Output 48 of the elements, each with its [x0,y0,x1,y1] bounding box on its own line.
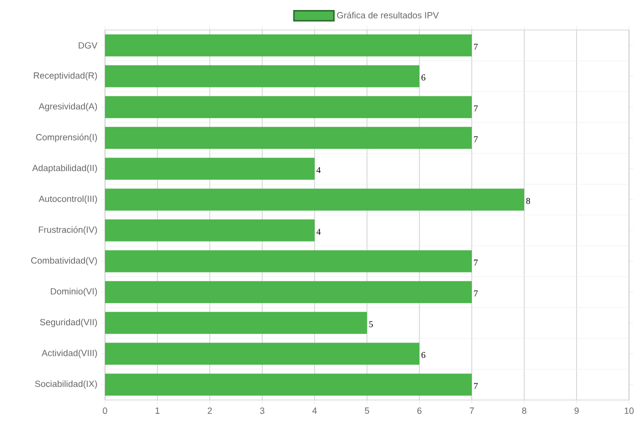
legend-label: Gráfica de resultados IPV [337,12,439,18]
bar [105,342,420,365]
data-label: 7 [474,290,478,296]
data-label: 4 [316,167,321,174]
x-tick-label: 8 [522,408,526,414]
x-tick-label: 6 [417,408,422,414]
bar [105,250,472,272]
data-label: 6 [421,74,426,81]
y-tick-label: Comprensión(I) [36,134,97,142]
data-label: 7 [474,106,478,112]
y-tick-label: Adaptabilidad(II) [32,164,97,173]
y-tick-label: Seguridad(VII) [40,318,97,328]
x-tick-label: 0 [102,408,108,414]
y-tick-label: Frustración(IV) [38,226,97,235]
y-tick-label: Agresividad(A) [38,102,97,112]
y-tick-label: Combatividad(V) [31,257,97,266]
y-tick-label: Sociabilidad(IX) [35,380,97,389]
bar [105,312,368,334]
data-label: 7 [474,136,478,142]
x-tick-label: 9 [574,408,579,414]
x-tick-label: 10 [624,408,634,414]
data-label: 7 [474,383,478,389]
x-tick-label: 3 [260,408,264,414]
bar [105,188,524,211]
bar [105,65,420,88]
bar [105,96,472,118]
bar [105,158,315,180]
data-label: 4 [316,228,321,235]
bar [105,126,472,149]
data-label: 7 [474,260,478,266]
y-tick-label: Dominio(VI) [50,288,97,296]
bar [105,281,472,304]
y-tick-label: DGV [78,42,98,49]
x-tick-label: 2 [208,408,212,414]
data-label: 6 [421,352,426,358]
x-tick-label: 5 [364,408,370,414]
bar [105,374,472,396]
x-tick-label: 1 [156,408,160,414]
x-tick-label: 7 [470,408,474,414]
bar [105,34,472,56]
bar [105,219,315,242]
data-label: 7 [474,44,478,50]
y-tick-label: Actividad(VIII) [42,350,97,358]
x-tick-label: 4 [312,408,317,414]
y-tick-label: Receptividad(R) [34,72,97,80]
data-label: 8 [526,198,530,204]
y-tick-label: Autocontrol(III) [38,195,97,204]
data-label: 5 [369,321,373,328]
